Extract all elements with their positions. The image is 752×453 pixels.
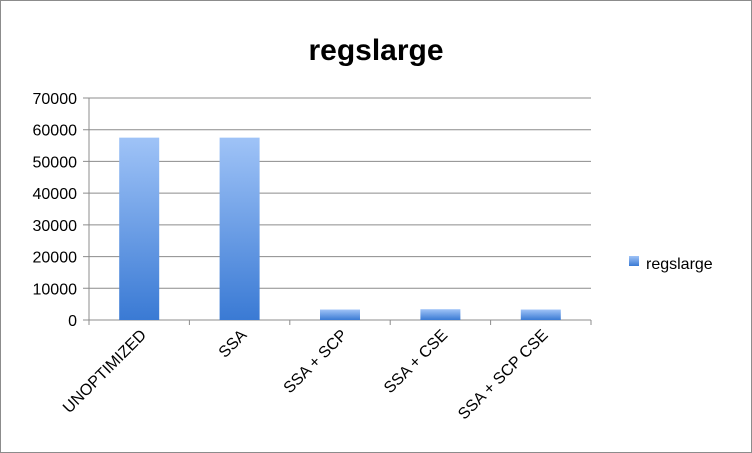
chart-title: regslarge: [308, 34, 443, 67]
bar-ssa-cse: [420, 309, 461, 320]
x-category-label: SSA + SCP CSE: [455, 327, 551, 423]
y-tick-label: 10000: [33, 281, 78, 298]
y-tick-label: 0: [68, 313, 77, 330]
legend: regslarge: [629, 256, 713, 273]
bars-layer: [119, 137, 561, 320]
x-category-label: SSA + SCP: [281, 327, 351, 397]
bar-ssa-scp: [320, 309, 360, 320]
bar-ssa-scp-cse: [520, 309, 561, 320]
y-tick-label: 70000: [33, 91, 78, 108]
legend-label: regslarge: [646, 256, 713, 273]
y-tick-label: 40000: [33, 186, 78, 203]
legend-swatch: [629, 256, 639, 266]
y-tick-label: 60000: [33, 123, 78, 140]
y-tick-label: 30000: [33, 218, 78, 235]
x-category-label: SSA + CSE: [381, 327, 451, 397]
y-tick-label: 20000: [33, 250, 78, 267]
x-category-label: SSA: [216, 327, 251, 362]
bar-ssa: [219, 137, 260, 320]
y-tick-label: 50000: [33, 154, 78, 171]
grid-layer: [83, 97, 591, 321]
axis-layer: 0 10000 20000 30000 40000 50000 60000 70000 UNOP…: [33, 91, 592, 423]
bar-unoptimized: [119, 137, 160, 320]
x-category-label: UNOPTIMIZED: [60, 327, 150, 417]
